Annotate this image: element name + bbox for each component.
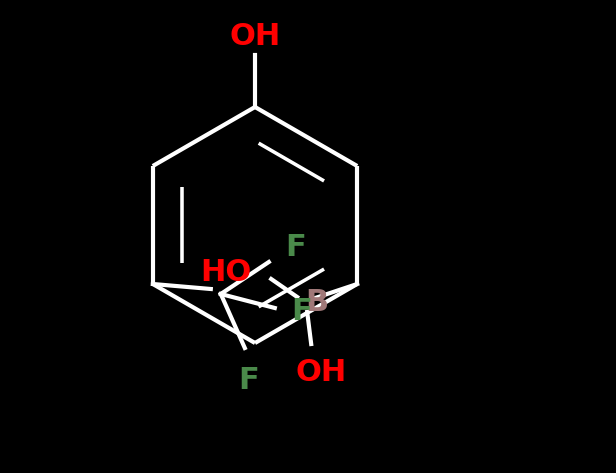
Text: F: F <box>285 234 306 263</box>
Text: OH: OH <box>229 22 281 51</box>
Text: F: F <box>291 298 312 326</box>
Text: OH: OH <box>296 358 347 387</box>
Text: B: B <box>306 288 329 316</box>
Text: F: F <box>238 366 259 395</box>
Text: HO: HO <box>200 257 251 287</box>
